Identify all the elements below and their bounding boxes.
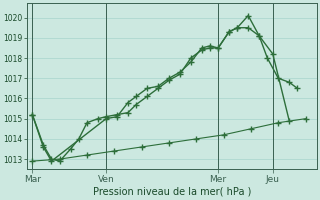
X-axis label: Pression niveau de la mer( hPa ): Pression niveau de la mer( hPa ) bbox=[92, 187, 251, 197]
